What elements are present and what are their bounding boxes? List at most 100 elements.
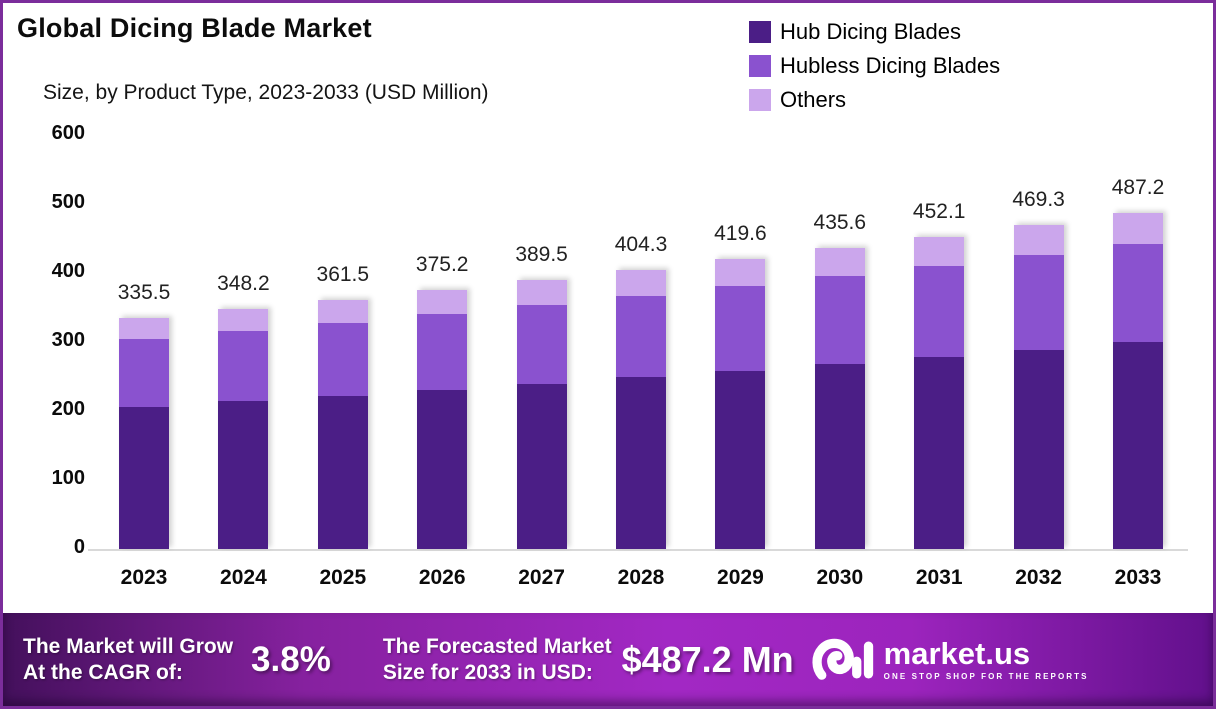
bar-segment-2029 [715, 259, 766, 287]
forecast-label-line2: Size for 2033 in USD: [382, 660, 593, 684]
x-axis-tick-label: 2026 [418, 566, 466, 589]
x-axis-tick-label: 2024 [220, 566, 267, 589]
legend-item: Hub Dicing Blades [749, 15, 1000, 49]
bar-segment-2027 [516, 280, 567, 306]
bar-segment-2025 [317, 299, 368, 323]
bar-segment-2024 [218, 331, 269, 402]
bar-total-label: 404.3 [614, 233, 668, 257]
marketus-swirl-icon [810, 632, 874, 688]
y-axis-tick-label: 200 [51, 398, 85, 420]
legend-label: Hub Dicing Blades [780, 19, 961, 44]
bar-segment-2030 [814, 364, 865, 549]
logo-wordmark: market.us [883, 635, 1031, 671]
bar-total-label: 389.5 [515, 243, 568, 267]
forecast-value: $487.2 Mn [621, 638, 794, 680]
y-axis-tick-label: 400 [51, 260, 85, 282]
bar-total-label: 361.5 [316, 262, 370, 286]
bar-segment-2033 [1113, 342, 1163, 549]
x-axis-tick-label: 2032 [1015, 566, 1062, 589]
bar-segment-2032 [1013, 255, 1064, 350]
logo-tagline: ONE STOP SHOP FOR THE REPORTS [883, 671, 1089, 681]
bar-segment-2023 [119, 406, 169, 549]
legend-label: Others [780, 87, 847, 112]
x-axis-tick-label: 2031 [915, 566, 963, 589]
bar-segment-2023 [119, 339, 169, 407]
bar-total-label: 452.1 [912, 200, 966, 224]
bar-segment-2032 [1013, 349, 1064, 549]
bar-total-label: 335.5 [117, 280, 171, 304]
x-axis-tick-label: 2030 [816, 566, 864, 589]
bar-segment-2029 [715, 286, 766, 371]
bar-segment-2031 [914, 266, 965, 358]
cagr-label-line2: At the CAGR of: [23, 660, 183, 684]
bar-2033 [1113, 212, 1163, 549]
x-axis-line [88, 549, 1188, 551]
legend-label: Hubless Dicing Blades [780, 53, 1001, 78]
legend-swatch-icon [749, 55, 771, 77]
bar-2031 [914, 237, 965, 549]
bar-segment-2024 [218, 401, 269, 549]
cagr-label: The Market will Grow At the CAGR of: [23, 634, 233, 686]
x-axis-tick-label: 2027 [518, 566, 565, 589]
bar-segment-2023 [119, 317, 169, 340]
bar-segment-2032 [1013, 225, 1064, 256]
y-axis-tick-label: 500 [51, 191, 85, 213]
bar-segment-2030 [814, 276, 865, 365]
cagr-value: 3.8% [251, 639, 331, 679]
bar-total-label: 348.2 [217, 271, 270, 295]
bar-segment-2025 [317, 395, 368, 549]
bar-2032 [1013, 225, 1064, 549]
logo-text-column: market.us ONE STOP SHOP FOR THE REPORTS [883, 635, 1089, 681]
legend-item: Others [749, 83, 1000, 117]
bar-2029 [715, 259, 766, 549]
bar-segment-2026 [417, 389, 468, 549]
bar-segment-2028 [616, 270, 666, 296]
bar-2028 [616, 270, 666, 549]
y-axis-tick-label: 100 [51, 467, 85, 489]
x-axis-tick-label: 2029 [717, 566, 764, 589]
page-subtitle: Size, by Product Type, 2023-2033 (USD Mi… [43, 81, 489, 104]
bar-segment-2028 [616, 377, 666, 549]
bar-segment-2033 [1113, 244, 1163, 343]
forecast-label: The Forecasted Market Size for 2033 in U… [383, 634, 612, 686]
y-axis-tick-label: 0 [73, 536, 85, 558]
x-axis-tick-label: 2025 [319, 566, 367, 589]
bar-2025 [317, 299, 368, 549]
x-axis-tick-label: 2023 [120, 566, 168, 589]
bar-segment-2033 [1113, 212, 1163, 245]
bar-total-label: 435.6 [813, 211, 867, 235]
legend-item: Hubless Dicing Blades [749, 49, 1000, 83]
chart-stage: Global Dicing Blade Market Size, by Prod… [3, 3, 1213, 706]
bar-segment-2027 [516, 383, 567, 549]
bar-segment-2027 [516, 305, 567, 384]
bar-segment-2031 [914, 237, 965, 267]
bar-segment-2026 [417, 314, 468, 390]
bottom-banner: The Market will Grow At the CAGR of: 3.8… [3, 613, 1213, 706]
bar-segment-2031 [914, 357, 965, 549]
x-axis-tick-label: 2028 [617, 566, 665, 589]
bar-total-label: 469.3 [1012, 188, 1065, 212]
bar-2027 [516, 280, 567, 549]
legend: Hub Dicing Blades Hubless Dicing Blades Ot… [749, 15, 1000, 117]
bar-segment-2026 [417, 290, 468, 315]
y-axis-tick-label: 600 [51, 122, 85, 144]
y-axis-tick-label: 300 [51, 329, 85, 351]
marketus-logo: market.us ONE STOP SHOP FOR THE REPORTS [810, 632, 1089, 688]
bar-total-label: 419.6 [714, 222, 767, 246]
stacked-bar-chart: 0 100 200 300 400 500 600 335.5 2023 348.2 2024 361… [3, 3, 1213, 706]
forecast-label-line1: The Forecasted Market [382, 634, 612, 658]
bar-2024 [218, 308, 269, 549]
legend-swatch-icon [749, 89, 771, 111]
bar-total-label: 487.2 [1111, 175, 1165, 199]
bar-segment-2024 [218, 308, 269, 332]
bar-segment-2028 [616, 295, 666, 378]
bar-segment-2029 [715, 370, 766, 549]
bar-2026 [417, 290, 468, 549]
bar-2023 [119, 317, 169, 549]
bar-total-label: 375.2 [415, 253, 469, 277]
bar-2030 [814, 248, 865, 549]
bar-segment-2030 [814, 248, 865, 277]
x-axis-tick-label: 2033 [1114, 566, 1162, 589]
page-title: Global Dicing Blade Market [17, 13, 372, 43]
